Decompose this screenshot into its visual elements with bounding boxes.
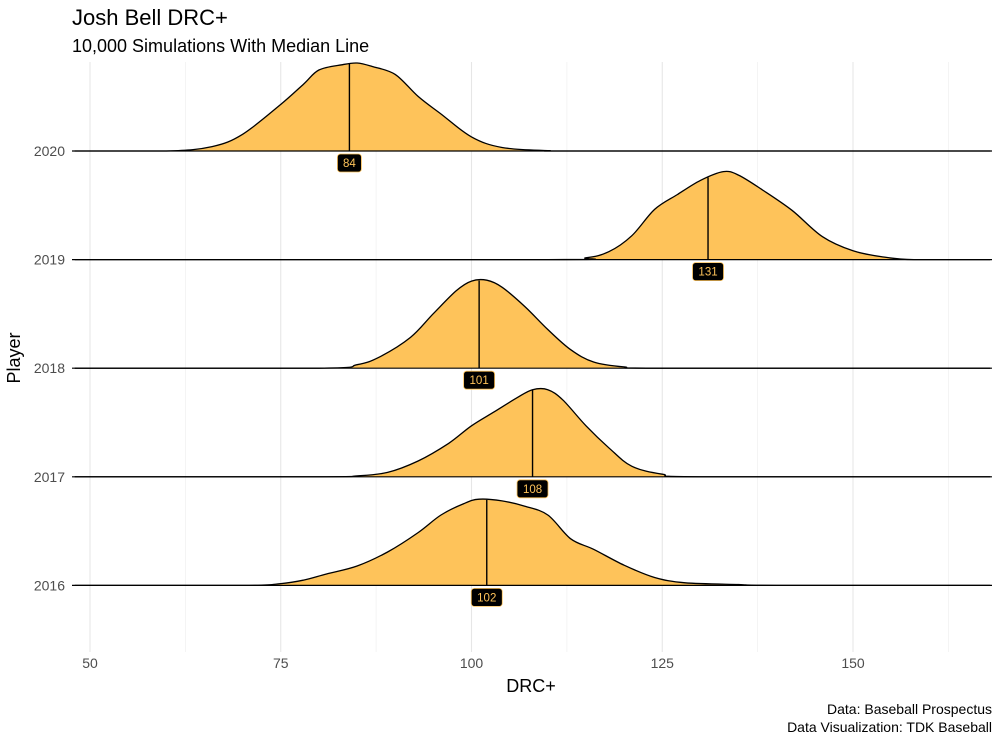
median-label-2017: 108 [523, 484, 542, 496]
y-axis: 2020 2019 2018 2017 2016 [34, 143, 65, 593]
x-tick-label: 125 [651, 655, 675, 671]
x-tick-label: 150 [841, 655, 865, 671]
x-tick-label: 50 [82, 655, 98, 671]
y-tick-label-2019: 2019 [34, 252, 65, 268]
median-label-box-2016 [470, 588, 503, 607]
median-label-2019: 131 [698, 267, 717, 279]
y-tick-label-2018: 2018 [34, 360, 65, 376]
ridge-2016: 102 [74, 498, 991, 607]
y-tick-label-2016: 2016 [34, 577, 65, 593]
x-axis: 50 75 100 125 150 [82, 655, 865, 671]
median-label-2018: 101 [470, 375, 489, 387]
x-axis-title: DRC+ [506, 676, 556, 696]
density-line-2016 [74, 498, 991, 587]
caption-credit: Data Visualization: TDK Baseball [787, 719, 992, 735]
caption-source: Data: Baseball Prospectus [827, 701, 992, 717]
chart-title: Josh Bell DRC+ [72, 5, 228, 30]
y-axis-title: Player [4, 332, 24, 383]
median-label-box-2019 [692, 262, 724, 282]
density-ridges: 84 131 101 108 102 [72, 62, 992, 607]
chart-caption: Data: Baseball Prospectus Data Visualiza… [787, 700, 992, 736]
median-label-box-2018 [463, 370, 496, 390]
x-tick-label: 75 [273, 655, 289, 671]
density-area-2018 [74, 279, 991, 369]
median-label-2016: 102 [477, 592, 496, 604]
y-tick-label-2017: 2017 [34, 469, 65, 485]
chart-subtitle: 10,000 Simulations With Median Line [72, 36, 370, 56]
density-area-2019 [74, 171, 991, 260]
ridge-2018: 101 [74, 278, 991, 390]
y-tick-label-2020: 2020 [34, 143, 65, 159]
median-label-2020: 84 [343, 158, 356, 170]
density-line-2017 [74, 387, 991, 478]
median-label-box-2020 [337, 153, 362, 173]
ridge-2017: 108 [74, 387, 991, 499]
median-label-box-2017 [516, 479, 549, 499]
x-tick-label: 100 [460, 655, 484, 671]
density-area-2016 [74, 499, 991, 586]
density-line-2018 [74, 278, 991, 369]
